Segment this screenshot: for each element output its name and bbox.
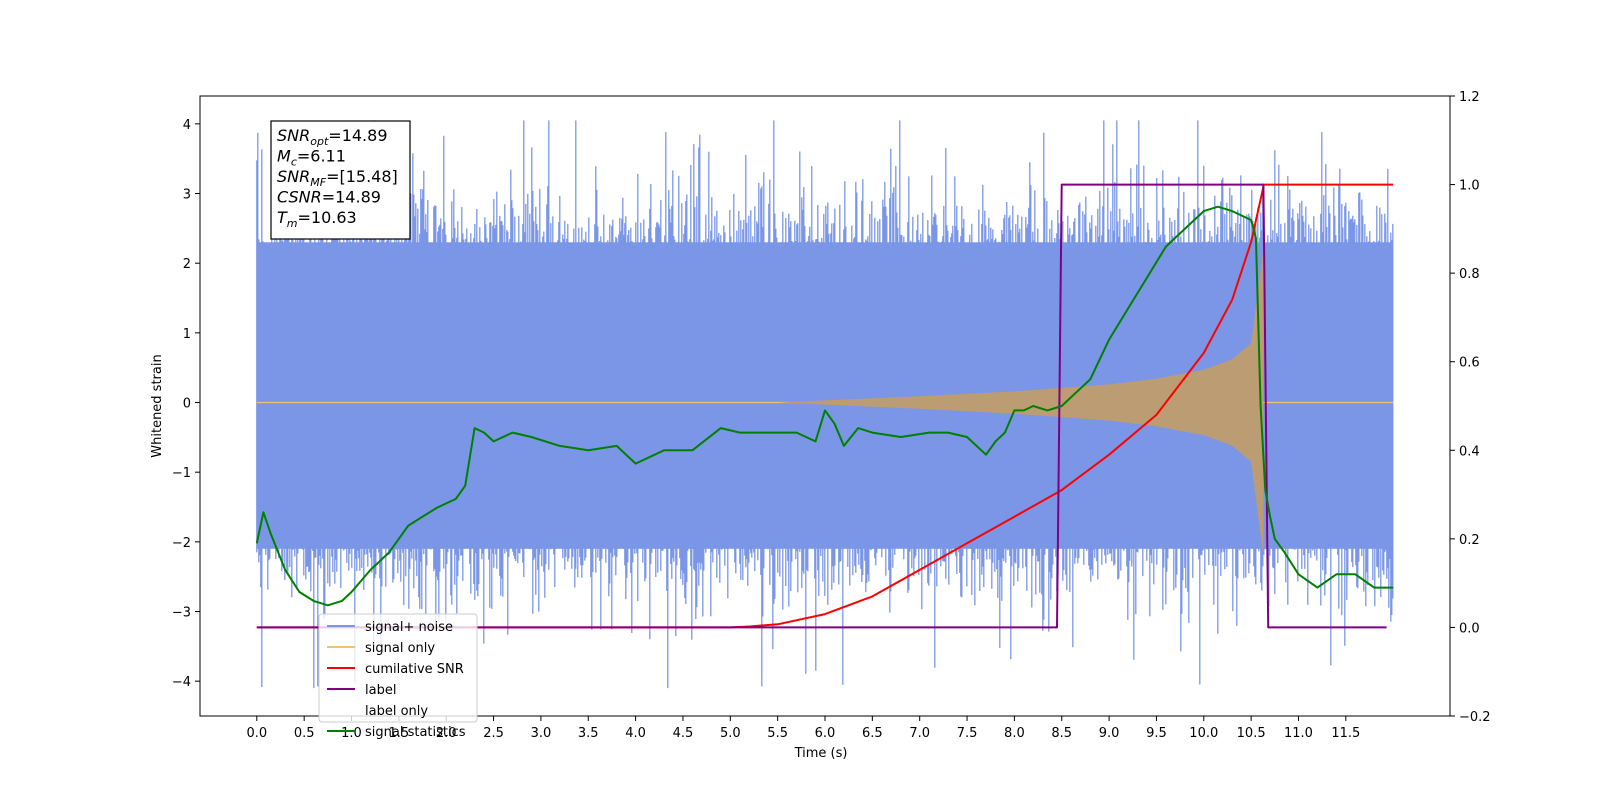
signal-only-series bbox=[256, 249, 1394, 556]
y-right-tick-label: 1.0 bbox=[1459, 179, 1480, 194]
x-tick-label: 4.5 bbox=[673, 726, 694, 741]
x-tick-label: 5.0 bbox=[720, 726, 741, 741]
x-tick-label: 1.5 bbox=[389, 726, 410, 741]
x-tick-label: 9.5 bbox=[1146, 726, 1167, 741]
x-tick-label: 4.0 bbox=[625, 726, 646, 741]
legend-entry-label: label bbox=[365, 683, 396, 698]
x-tick-label: 6.5 bbox=[862, 726, 883, 741]
x-axis: 0.0 0.5 1.0 1.5 2.0 2.5 3.0 3.5 4.0 4.5 5.0 5.5 6.0 6… bbox=[246, 716, 1360, 741]
y-right-tick-label: −0.2 bbox=[1459, 710, 1491, 725]
y-right-tick-label: 0.6 bbox=[1459, 356, 1480, 371]
annotation-frame bbox=[270, 120, 411, 240]
line-series-layer bbox=[255, 183, 1394, 629]
x-tick-label: 0.0 bbox=[246, 726, 267, 741]
legend-frame bbox=[318, 613, 478, 723]
y-left-tick-label: 4 bbox=[183, 118, 191, 133]
y-axis-label-left: Whitened strain bbox=[150, 354, 165, 457]
x-axis-label: Time (s) bbox=[794, 746, 848, 761]
legend-entry-label: cumilative SNR bbox=[365, 662, 464, 677]
x-tick-label: 7.5 bbox=[957, 726, 978, 741]
x-tick-label: 11.5 bbox=[1331, 726, 1360, 741]
x-tick-label: 5.5 bbox=[767, 726, 788, 741]
y-left-tick-label: −3 bbox=[172, 606, 191, 621]
y-right-tick-label: 0.2 bbox=[1459, 533, 1480, 548]
x-tick-label: 10.5 bbox=[1237, 726, 1266, 741]
x-tick-label: 8.0 bbox=[1004, 726, 1025, 741]
y-left-tick-label: 1 bbox=[183, 327, 191, 342]
legend-entry-label: label only bbox=[365, 704, 428, 719]
x-tick-label: 3.5 bbox=[578, 726, 599, 741]
y-left-tick-label: 2 bbox=[183, 257, 191, 272]
x-tick-label: 9.0 bbox=[1099, 726, 1120, 741]
x-tick-label: 2.5 bbox=[483, 726, 504, 741]
signal-statistics-line bbox=[255, 205, 1394, 607]
signal-only-envelope bbox=[777, 249, 1264, 556]
legend-entry-label: signal+ noise bbox=[365, 620, 453, 635]
y-axis-left: 4 3 2 1 0 −1 −2 −3 −4 bbox=[172, 118, 200, 690]
label-line bbox=[256, 183, 1387, 629]
y-right-tick-label: 0.0 bbox=[1459, 621, 1480, 636]
annotation-line: SNRopt=14.89 bbox=[277, 126, 388, 148]
annotation-line: SNRMF=[15.48] bbox=[277, 167, 398, 189]
x-tick-label: 7.0 bbox=[909, 726, 930, 741]
x-tick-label: 0.5 bbox=[294, 726, 315, 741]
cumilative-snr-line bbox=[256, 183, 1394, 629]
y-left-tick-label: 3 bbox=[183, 188, 191, 203]
legend-entry-label: signal statistics bbox=[365, 725, 466, 740]
legend-entry-label: signal only bbox=[365, 641, 435, 656]
annotation-line: Tm=10.63 bbox=[277, 208, 357, 230]
y-right-tick-label: 1.2 bbox=[1459, 90, 1480, 105]
x-tick-label: 10.0 bbox=[1189, 726, 1218, 741]
y-left-tick-label: −1 bbox=[172, 466, 191, 481]
x-tick-label: 3.0 bbox=[531, 726, 552, 741]
y-left-tick-label: −4 bbox=[172, 675, 191, 690]
x-tick-label: 1.0 bbox=[341, 726, 362, 741]
y-left-tick-label: 0 bbox=[183, 397, 191, 412]
x-tick-label: 11.0 bbox=[1284, 726, 1313, 741]
x-tick-label: 2.0 bbox=[436, 726, 457, 741]
y-axis-right: 1.2 1.0 0.8 0.6 0.4 0.2 0.0 −0.2 bbox=[1450, 90, 1491, 725]
annotation-line: CSNR=14.89 bbox=[277, 188, 381, 207]
x-tick-label: 6.0 bbox=[815, 726, 836, 741]
annotation-line: Mc=6.11 bbox=[277, 147, 346, 169]
y-right-tick-label: 0.8 bbox=[1459, 267, 1480, 282]
annotation-box: SNRopt=14.89Mc=6.11SNRMF=[15.48]CSNR=14.… bbox=[270, 120, 411, 240]
y-left-tick-label: −2 bbox=[172, 536, 191, 551]
legend: signal+ noise signal only cumilative SNR la… bbox=[318, 613, 478, 740]
x-tick-label: 8.5 bbox=[1051, 726, 1072, 741]
y-right-tick-label: 0.4 bbox=[1459, 444, 1480, 459]
